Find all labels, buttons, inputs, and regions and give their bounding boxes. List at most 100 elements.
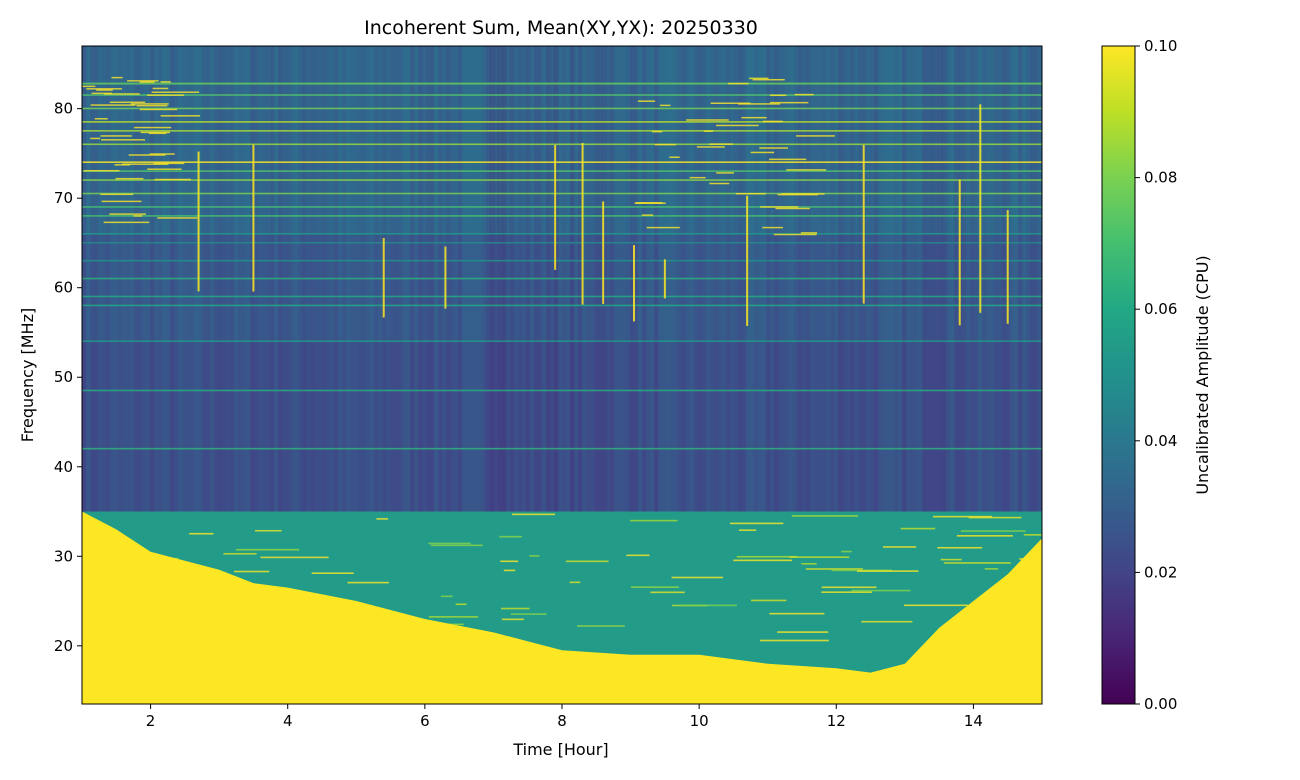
rfi-segment bbox=[148, 132, 167, 135]
rfi-segment bbox=[769, 101, 809, 104]
rfi-segment bbox=[709, 143, 733, 145]
burst-10 bbox=[862, 144, 865, 304]
mid-band-streak bbox=[510, 613, 547, 615]
rfi-segment bbox=[750, 151, 775, 154]
mid-band-streak bbox=[376, 518, 389, 520]
x-tick-label: 6 bbox=[420, 712, 430, 730]
spectrogram-heatmap bbox=[82, 46, 1042, 704]
colorbar-tick-label: 0.06 bbox=[1144, 300, 1177, 318]
rfi-segment bbox=[738, 103, 781, 105]
rfi-segment bbox=[130, 103, 169, 105]
rfi-segment bbox=[136, 104, 168, 107]
mid-band-streak bbox=[626, 554, 650, 557]
rfi-segment bbox=[83, 169, 120, 172]
band-2 bbox=[82, 341, 1042, 512]
burst-0 bbox=[197, 151, 200, 292]
mid-band-streak bbox=[801, 562, 817, 565]
mid-band-streak bbox=[311, 572, 354, 574]
x-axis-label: Time [Hour] bbox=[512, 740, 608, 759]
band-1 bbox=[82, 234, 1042, 342]
mid-band-streak bbox=[499, 535, 522, 538]
colorbar-label: Uncalibrated Amplitude (CPU) bbox=[1193, 255, 1212, 494]
rfi-line-20 bbox=[82, 447, 1042, 450]
rfi-line-2 bbox=[82, 107, 1042, 110]
rfi-segment bbox=[735, 192, 766, 195]
mid-band-streak bbox=[940, 558, 962, 561]
mid-band-streak bbox=[960, 530, 1026, 532]
rfi-line-15 bbox=[82, 277, 1042, 280]
colorbar-tick-label: 0.04 bbox=[1144, 432, 1177, 450]
rfi-segment bbox=[654, 143, 676, 146]
mid-band-streak bbox=[681, 604, 737, 607]
rfi-segment bbox=[652, 130, 663, 133]
colorbar-tick-label: 0.08 bbox=[1144, 169, 1177, 187]
y-tick-label: 40 bbox=[54, 458, 73, 476]
rfi-segment bbox=[773, 233, 817, 236]
mid-band-streak bbox=[736, 555, 798, 558]
mid-band-streak bbox=[500, 560, 519, 563]
rfi-line-10 bbox=[82, 206, 1042, 208]
burst-2 bbox=[382, 238, 385, 318]
mid-band-streak bbox=[650, 591, 685, 594]
rfi-line-6 bbox=[82, 161, 1042, 163]
rfi-line-11 bbox=[82, 215, 1042, 217]
rfi-segment bbox=[634, 202, 666, 204]
rfi-segment bbox=[139, 81, 155, 83]
rfi-segment bbox=[769, 158, 807, 161]
rfi-segment bbox=[101, 139, 145, 141]
rfi-line-5 bbox=[82, 143, 1042, 146]
rfi-segment bbox=[128, 154, 166, 156]
burst-8 bbox=[663, 259, 666, 299]
mid-band-streak bbox=[235, 548, 300, 551]
mid-band-streak bbox=[223, 552, 257, 555]
rfi-line-14 bbox=[82, 259, 1042, 262]
mid-band-streak bbox=[440, 595, 453, 598]
mid-band-streak bbox=[500, 607, 530, 610]
mid-band-streak bbox=[577, 625, 625, 627]
y-tick-label: 70 bbox=[54, 189, 73, 207]
mid-band-streak bbox=[565, 560, 609, 563]
mid-band-streak bbox=[254, 529, 282, 532]
rfi-segment bbox=[94, 118, 108, 120]
rfi-segment bbox=[100, 193, 134, 196]
rfi-segment bbox=[111, 76, 123, 79]
rfi-segment bbox=[101, 200, 142, 203]
burst-6 bbox=[602, 201, 605, 304]
x-tick-label: 4 bbox=[283, 712, 293, 730]
rfi-segment bbox=[752, 78, 785, 81]
rfi-segment bbox=[775, 207, 810, 210]
mid-band-streak bbox=[503, 569, 516, 572]
chart-title: Incoherent Sum, Mean(XY,YX): 20250330 bbox=[364, 17, 758, 39]
mid-band-streak bbox=[791, 515, 859, 517]
mid-band-streak bbox=[821, 586, 877, 589]
y-tick-label: 80 bbox=[54, 100, 73, 118]
rfi-segment bbox=[100, 135, 132, 137]
rfi-line-13 bbox=[82, 241, 1042, 244]
mid-band-streak bbox=[738, 529, 757, 531]
saturated-region bbox=[82, 511, 1042, 704]
mid-band-streak bbox=[769, 612, 825, 615]
rfi-segment bbox=[152, 87, 169, 90]
mid-band-streak bbox=[501, 618, 524, 621]
mid-band-streak bbox=[347, 581, 389, 584]
burst-3 bbox=[444, 246, 447, 309]
rfi-line-16 bbox=[82, 295, 1042, 298]
rfi-segment bbox=[703, 130, 714, 132]
colorbar-ticks: 0.00 0.02 0.04 0.06 0.08 0.10 bbox=[1135, 37, 1177, 713]
rfi-segment bbox=[637, 100, 656, 102]
burst-4 bbox=[554, 144, 557, 270]
mid-band-streak bbox=[630, 519, 678, 522]
rfi-segment bbox=[149, 153, 175, 155]
rfi-segment bbox=[147, 94, 185, 96]
y-tick-label: 60 bbox=[54, 279, 73, 297]
rfi-segment bbox=[114, 164, 131, 166]
mid-band-streak bbox=[751, 599, 787, 602]
rfi-segment bbox=[127, 80, 159, 82]
burst-7 bbox=[633, 245, 635, 322]
rfi-line-1 bbox=[82, 94, 1042, 96]
burst-11 bbox=[958, 179, 961, 326]
colorbar-tick-label: 0.10 bbox=[1144, 37, 1177, 55]
rfi-segment bbox=[686, 119, 729, 121]
mid-band-streak bbox=[805, 568, 863, 570]
